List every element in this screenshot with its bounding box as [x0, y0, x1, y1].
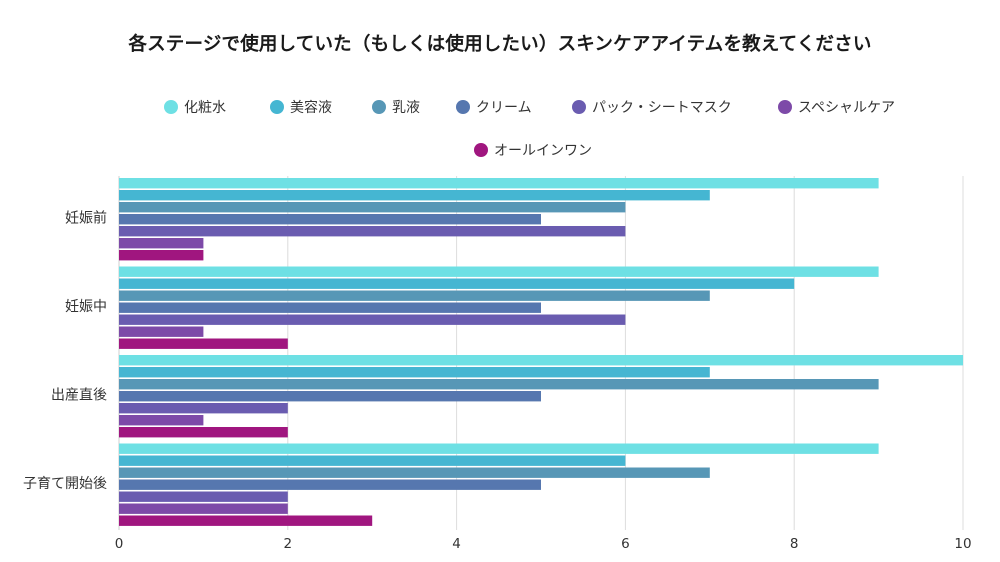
- bar: [119, 403, 288, 414]
- legend-swatch: [372, 100, 386, 114]
- x-tick-label: 0: [115, 536, 124, 552]
- legend-swatch: [778, 100, 792, 114]
- legend-label: スペシャルケア: [798, 100, 895, 116]
- bar: [119, 391, 541, 402]
- bar: [119, 326, 204, 337]
- legend-swatch: [270, 100, 284, 114]
- bar: [119, 515, 373, 526]
- bar: [119, 415, 204, 426]
- category-label: 妊娠前: [65, 209, 107, 226]
- chart-title: 各ステージで使用していた（もしくは使用したい）スキンケアアイテムを教えてください: [128, 34, 872, 55]
- bar: [119, 338, 288, 349]
- x-tick-label: 4: [452, 536, 461, 552]
- bar: [119, 226, 626, 237]
- bar: [119, 443, 879, 454]
- bar: [119, 367, 710, 378]
- legend-label: 美容液: [290, 99, 332, 116]
- bar: [119, 290, 710, 301]
- x-tick-label: 6: [621, 536, 630, 552]
- category-label: 妊娠中: [65, 299, 107, 315]
- legend-swatch: [456, 100, 470, 114]
- bar: [119, 178, 879, 189]
- x-tick-label: 8: [790, 536, 799, 552]
- bar: [119, 355, 963, 366]
- bar: [119, 314, 626, 325]
- bar: [119, 503, 288, 514]
- bar: [119, 202, 626, 213]
- bar: [119, 379, 879, 390]
- bar: [119, 479, 541, 490]
- bar: [119, 427, 288, 438]
- legend-swatch: [164, 100, 178, 114]
- bar: [119, 467, 710, 478]
- x-tick-label: 10: [954, 536, 971, 552]
- legend-label: 乳液: [392, 100, 420, 116]
- legend-swatch: [572, 100, 586, 114]
- legend-swatch: [474, 143, 488, 157]
- bar: [119, 250, 204, 261]
- bar: [119, 238, 204, 249]
- legend-label: 化粧水: [184, 100, 226, 116]
- bar: [119, 491, 288, 502]
- legend-label: パック・シートマスク: [592, 100, 732, 116]
- bar: [119, 266, 879, 277]
- bar: [119, 302, 541, 313]
- x-tick-label: 2: [284, 536, 293, 552]
- category-label: 出産直後: [51, 386, 107, 403]
- bar: [119, 190, 710, 201]
- bar: [119, 214, 541, 225]
- legend-label: オールインワン: [494, 143, 592, 159]
- category-label: 子育て開始後: [23, 476, 107, 492]
- bar: [119, 455, 626, 466]
- bar: [119, 278, 795, 289]
- legend-label: クリーム: [476, 100, 532, 116]
